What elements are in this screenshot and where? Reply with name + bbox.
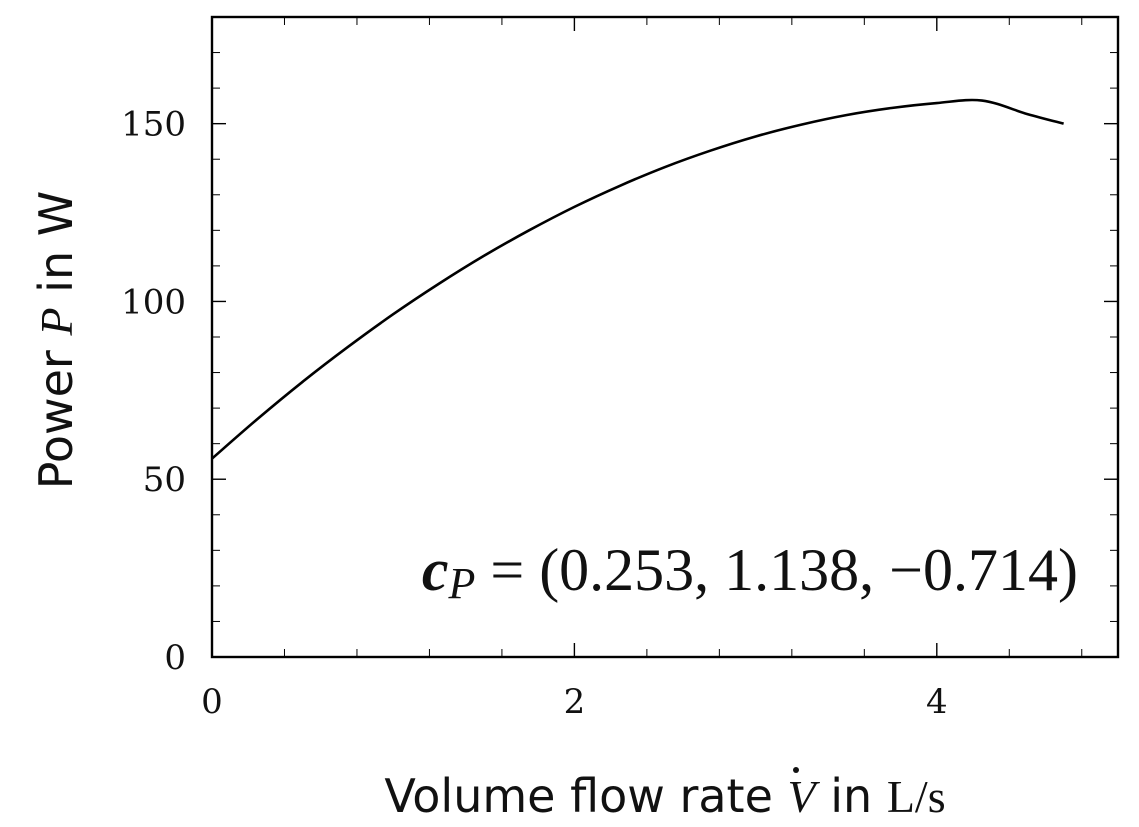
y-tick-labels: 0 50 100 150 xyxy=(121,105,186,678)
x-axis-label-middle: in xyxy=(816,769,887,823)
x-axis-label-prefix: Volume flow rate xyxy=(384,769,787,823)
x-tick-label: 2 xyxy=(564,682,586,722)
y-axis-label-prefix: Power xyxy=(29,336,83,490)
y-tick-label: 150 xyxy=(121,105,186,145)
x-axis-label-symbol: V xyxy=(788,771,821,822)
annotation-symbol: c xyxy=(422,537,449,603)
annotation-tuple: (0.253, 1.138, −0.714) xyxy=(539,537,1078,603)
x-tick-label: 0 xyxy=(201,682,223,722)
x-axis-label: Volume flow rate V in L/s xyxy=(384,769,945,823)
y-axis-label-symbol: P xyxy=(31,307,82,336)
x-tick-label: 4 xyxy=(926,682,948,722)
y-tick-label: 0 xyxy=(164,638,186,678)
coefficients-annotation: cP = (0.253, 1.138, −0.714) xyxy=(422,537,1078,608)
plot-frame xyxy=(210,15,1120,659)
series-line xyxy=(211,98,1064,460)
y-axis-label-unit: W xyxy=(29,191,83,236)
annotation-equals: = xyxy=(475,537,539,603)
y-tick-label: 50 xyxy=(143,460,186,500)
y-axis-label: Power P in W xyxy=(29,191,83,489)
annotation-subscript: P xyxy=(447,559,475,608)
x-axis-label-unit: L/s xyxy=(887,771,946,822)
x-tick-labels: 0 2 4 xyxy=(201,682,947,722)
x-axis-label-dot xyxy=(793,767,799,773)
y-tick-label: 100 xyxy=(121,282,186,322)
y-axis-label-middle: in xyxy=(29,236,83,307)
minor-ticks xyxy=(212,16,1118,657)
